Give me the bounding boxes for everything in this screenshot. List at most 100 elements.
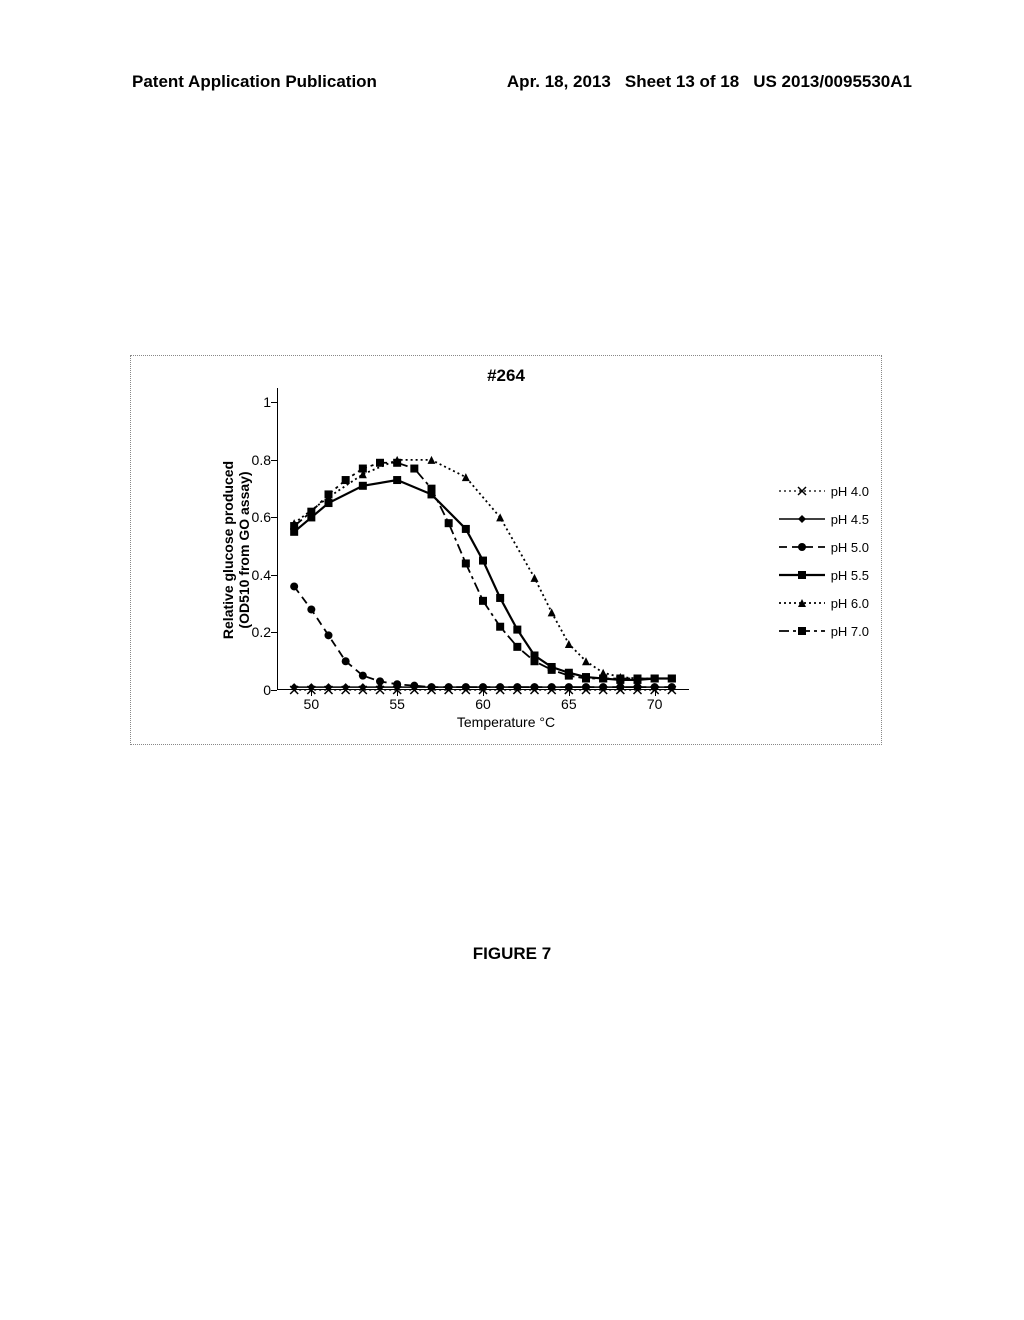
y-tick (271, 517, 277, 518)
legend-label: pH 6.0 (831, 596, 869, 611)
y-tick-label: 0.4 (252, 567, 271, 583)
figure-caption: FIGURE 7 (473, 944, 551, 964)
series-marker (565, 672, 573, 680)
series-marker (445, 683, 453, 691)
x-axis-label: Temperature °C (457, 714, 555, 730)
series-marker (359, 465, 367, 473)
series-marker (496, 623, 504, 631)
legend-label: pH 5.0 (831, 540, 869, 555)
x-tick-label: 60 (475, 696, 491, 712)
series-marker (616, 674, 624, 682)
legend-swatch (779, 484, 825, 498)
legend-item: pH 5.0 (779, 538, 869, 556)
header-publication-label: Patent Application Publication (132, 72, 377, 92)
series-marker (462, 683, 470, 691)
series-marker (496, 594, 504, 602)
legend: pH 4.0 pH 4.5 pH 5.0 pH 5.5 pH 6.0 pH 7.0 (779, 472, 869, 650)
legend-swatch (779, 568, 825, 582)
legend-item: pH 4.5 (779, 510, 869, 528)
chart-panel: #264 Relative glucose produced (OD510 fr… (130, 355, 882, 745)
x-tick-label: 65 (561, 696, 577, 712)
x-tick-label: 50 (304, 696, 320, 712)
legend-swatch (779, 512, 825, 526)
legend-item: pH 5.5 (779, 566, 869, 584)
y-tick (271, 460, 277, 461)
series-marker (342, 476, 350, 484)
series-marker (376, 677, 384, 685)
series-marker (290, 582, 298, 590)
series-marker (445, 519, 453, 527)
series-marker (513, 626, 521, 634)
y-axis-label: Relative glucose produced (OD510 from GO… (220, 461, 252, 639)
y-tick-label: 0 (263, 682, 271, 698)
series-marker (325, 490, 333, 498)
series-marker (393, 476, 401, 484)
series-marker (616, 683, 624, 691)
series-marker (462, 473, 470, 481)
series-marker (325, 631, 333, 639)
x-tick-label: 70 (647, 696, 663, 712)
series-marker (531, 657, 539, 665)
series-marker (634, 674, 642, 682)
y-tick (271, 690, 277, 691)
legend-label: pH 4.0 (831, 484, 869, 499)
series-marker (634, 683, 642, 691)
series-marker (307, 605, 315, 613)
series-marker (479, 597, 487, 605)
series-line (294, 463, 672, 679)
series-marker (531, 683, 539, 691)
series-marker (513, 643, 521, 651)
series-marker (307, 508, 315, 516)
series-marker (342, 683, 350, 691)
series-marker (668, 683, 676, 691)
page-header: Patent Application Publication Apr. 18, … (0, 72, 1024, 92)
header-pubno: US 2013/0095530A1 (753, 72, 912, 92)
y-tick-label: 0.8 (252, 452, 271, 468)
series-marker (548, 608, 556, 616)
series-marker (376, 459, 384, 467)
series-marker (496, 513, 504, 521)
series-marker (462, 525, 470, 533)
series-marker (428, 683, 436, 691)
y-tick (271, 632, 277, 633)
header-date: Apr. 18, 2013 (507, 72, 611, 92)
series-marker (410, 682, 418, 690)
header-right-group: Apr. 18, 2013 Sheet 13 of 18 US 2013/009… (507, 72, 912, 92)
series-marker (582, 683, 590, 691)
legend-item: pH 7.0 (779, 622, 869, 640)
legend-label: pH 7.0 (831, 624, 869, 639)
series-marker (651, 674, 659, 682)
legend-item: pH 6.0 (779, 594, 869, 612)
y-tick (271, 402, 277, 403)
series-marker (393, 680, 401, 688)
legend-swatch (779, 540, 825, 554)
y-tick (271, 575, 277, 576)
y-axis-label-line2: (OD510 from GO assay) (236, 461, 252, 639)
series-marker (428, 485, 436, 493)
series-marker (393, 459, 401, 467)
series-line (294, 480, 672, 680)
series-marker (290, 683, 298, 691)
header-sheet: Sheet 13 of 18 (625, 72, 739, 92)
legend-swatch (779, 596, 825, 610)
series-marker (462, 559, 470, 567)
series-marker (599, 674, 607, 682)
series-marker (342, 657, 350, 665)
y-axis-label-line1: Relative glucose produced (220, 461, 236, 639)
legend-label: pH 5.5 (831, 568, 869, 583)
chart-title: #264 (487, 366, 525, 386)
series-marker (496, 683, 504, 691)
y-tick-label: 1 (263, 394, 271, 410)
series-marker (531, 574, 539, 582)
legend-item: pH 4.0 (779, 482, 869, 500)
series-marker (513, 683, 521, 691)
series-marker (668, 674, 676, 682)
series-marker (565, 640, 573, 648)
series-marker (410, 465, 418, 473)
y-tick-label: 0.2 (252, 624, 271, 640)
legend-swatch (779, 624, 825, 638)
y-tick-label: 0.6 (252, 509, 271, 525)
series-marker (582, 674, 590, 682)
plot-svg (277, 388, 689, 690)
series-marker (548, 683, 556, 691)
